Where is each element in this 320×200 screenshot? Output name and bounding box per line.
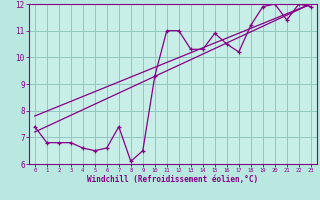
X-axis label: Windchill (Refroidissement éolien,°C): Windchill (Refroidissement éolien,°C) (87, 175, 258, 184)
